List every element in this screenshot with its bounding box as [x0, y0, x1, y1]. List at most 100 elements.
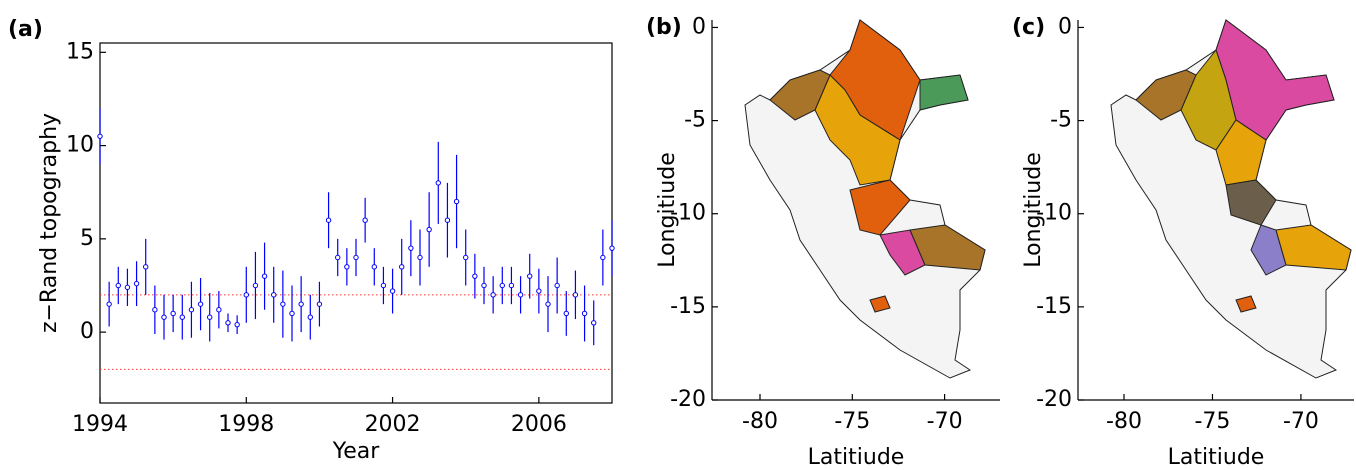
x-tick-label: 1994 — [72, 412, 128, 437]
x-tick-label: -80 — [1106, 409, 1142, 434]
point — [335, 254, 341, 261]
x-tick-label: 2006 — [511, 412, 567, 437]
y-tick-label: 5 — [80, 226, 94, 251]
map-b — [744, 19, 986, 379]
point — [316, 301, 323, 307]
region — [909, 224, 986, 271]
x-tick-label: -75 — [1194, 409, 1230, 434]
point — [298, 301, 304, 307]
y-tick-label: 0 — [692, 14, 706, 39]
x-tick-label: -70 — [1283, 409, 1319, 434]
y-tick-label: -10 — [670, 201, 706, 226]
point — [261, 273, 268, 279]
point — [371, 264, 377, 270]
point — [399, 264, 405, 270]
x-tick-label: 2002 — [365, 412, 421, 437]
y-tick-label: -20 — [1036, 387, 1072, 412]
point — [545, 301, 551, 307]
point — [609, 245, 615, 251]
y-tick-label: -5 — [684, 108, 706, 133]
point — [444, 217, 451, 223]
point — [527, 273, 533, 279]
point — [344, 264, 350, 270]
point — [106, 301, 112, 307]
point — [234, 321, 240, 328]
point — [188, 307, 195, 313]
point — [600, 254, 606, 261]
point — [197, 301, 204, 307]
point — [216, 307, 222, 313]
point — [453, 198, 460, 205]
point — [463, 254, 469, 261]
y-tick-label: -5 — [1050, 108, 1072, 133]
point — [389, 288, 396, 294]
region — [879, 229, 926, 276]
region — [1250, 224, 1287, 276]
point — [581, 310, 588, 317]
y-tick-label: 0 — [80, 319, 94, 344]
panel-label: (c) — [1012, 15, 1045, 40]
region — [1275, 224, 1352, 271]
point — [563, 310, 569, 317]
point — [591, 320, 597, 326]
x-axis-label: Latitiude — [1168, 445, 1265, 470]
point — [179, 314, 185, 320]
point — [289, 310, 295, 317]
point — [161, 314, 167, 320]
y-tick-label: -15 — [1036, 294, 1072, 319]
point — [554, 282, 560, 289]
y-tick-label: -20 — [670, 387, 706, 412]
point — [252, 282, 259, 289]
region — [769, 69, 831, 121]
point — [517, 292, 524, 298]
region — [919, 74, 969, 111]
map-c — [1110, 19, 1352, 379]
x-tick-label: -80 — [742, 409, 778, 434]
x-tick-label: 1998 — [218, 412, 274, 437]
point — [508, 282, 515, 289]
x-tick-label: -75 — [834, 409, 870, 434]
point — [143, 264, 149, 270]
y-axis-label: Longitiude — [1021, 152, 1046, 268]
y-tick-label: 0 — [1058, 14, 1072, 39]
region — [1135, 69, 1197, 121]
point — [481, 282, 487, 289]
y-tick-label: 10 — [66, 133, 94, 158]
point — [97, 133, 103, 139]
y-tick-label: -15 — [670, 294, 706, 319]
point — [435, 180, 441, 186]
panel-label: (b) — [646, 15, 682, 40]
plot-frame — [99, 42, 613, 404]
point — [499, 282, 505, 289]
point — [325, 217, 332, 223]
x-axis-label: Year — [332, 439, 381, 464]
point — [307, 314, 313, 320]
point — [280, 301, 286, 307]
y-axis-label: Longitiude — [655, 152, 680, 268]
point — [536, 288, 542, 294]
point — [115, 282, 121, 289]
y-tick-label: -10 — [1036, 201, 1072, 226]
point — [380, 282, 387, 289]
region — [1235, 295, 1257, 313]
point — [490, 292, 496, 298]
point — [408, 245, 414, 251]
panel-label: (a) — [8, 17, 43, 42]
region — [1215, 119, 1267, 186]
point — [225, 320, 231, 326]
y-axis-label: z−Rand topography — [37, 113, 62, 333]
point — [207, 314, 213, 320]
x-axis-label: Latitiude — [808, 445, 905, 470]
x-tick-label: -70 — [927, 409, 963, 434]
point — [472, 273, 478, 279]
point — [243, 292, 249, 298]
region — [1225, 179, 1277, 226]
point — [362, 217, 368, 223]
point — [417, 254, 423, 261]
y-tick-label: 15 — [66, 39, 94, 64]
point — [124, 284, 131, 291]
point — [353, 254, 359, 261]
point — [170, 310, 176, 317]
point — [133, 280, 140, 287]
